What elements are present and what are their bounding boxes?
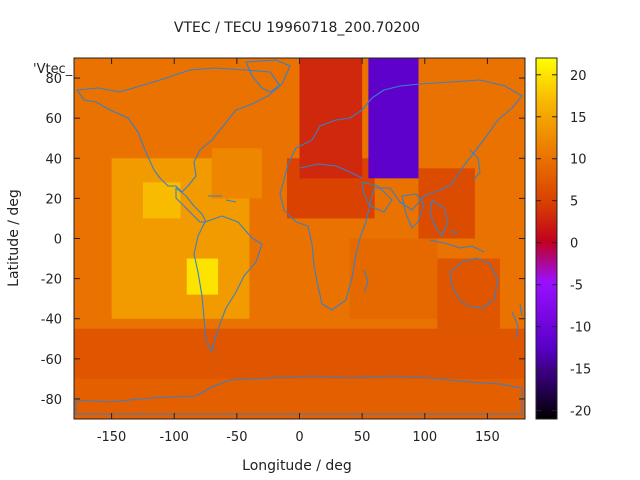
coastlines bbox=[75, 59, 523, 415]
colorbar-ticks: 20 15 10 5 0 -5 -10 -15 -20 bbox=[536, 69, 591, 420]
coast-mediterranean bbox=[299, 163, 363, 179]
heat-region-antarctic-band bbox=[74, 378, 525, 419]
y-tick-label: -20 bbox=[41, 273, 62, 288]
colorbar-tick-label: -20 bbox=[570, 405, 591, 420]
colorbar bbox=[535, 57, 558, 420]
y-tick-label: -40 bbox=[41, 313, 62, 328]
coast-central-america bbox=[175, 187, 207, 223]
colorbar-tick-label: 15 bbox=[570, 111, 587, 126]
coast-india bbox=[401, 193, 425, 229]
x-tick-label: 0 bbox=[295, 430, 303, 445]
coast-greenland bbox=[245, 59, 291, 93]
coast-north-america bbox=[76, 67, 281, 193]
legend-entry: 'Vtec_ bbox=[33, 62, 73, 77]
x-axis-ticks: -150 -100 -50 0 50 100 150 bbox=[97, 58, 500, 445]
coast-indonesia bbox=[429, 229, 485, 253]
colorbar-tick-label: 5 bbox=[570, 195, 578, 210]
heat-region-north-atlantic-high bbox=[211, 148, 262, 199]
heat-region-east-asia-pacific-low bbox=[418, 168, 475, 239]
chart-title: VTEC / TECU 19960718_200.70200 bbox=[174, 20, 420, 36]
coast-japan bbox=[469, 149, 481, 181]
heat-region-central-america-peak bbox=[142, 182, 181, 219]
heat-region-arctic-europe-low bbox=[299, 58, 363, 179]
coast-europe-africa bbox=[279, 79, 523, 311]
coast-caribbean bbox=[208, 195, 237, 203]
y-tick-label: 80 bbox=[45, 72, 62, 87]
colorbar-tick-label: -10 bbox=[570, 321, 591, 336]
heat-region-south-america-peak bbox=[186, 258, 219, 295]
y-tick-label: -60 bbox=[41, 353, 62, 368]
coast-australia bbox=[449, 257, 499, 309]
colorbar-tick-label: 20 bbox=[570, 69, 587, 84]
x-tick-label: 150 bbox=[475, 430, 500, 445]
y-tick-label: 60 bbox=[45, 112, 62, 127]
heat-region-data-gap-block bbox=[368, 58, 419, 179]
heat-region-indian-ocean-mid bbox=[349, 238, 438, 319]
coast-arabia bbox=[361, 181, 393, 213]
heat-region-southern-ocean-band bbox=[74, 328, 525, 379]
y-tick-label: 20 bbox=[45, 192, 62, 207]
x-tick-label: 100 bbox=[412, 430, 437, 445]
coast-south-america bbox=[193, 215, 263, 353]
heatmap-cells bbox=[74, 58, 525, 419]
y-axis-ticks: -80 -60 -40 -20 0 20 40 60 80 bbox=[41, 72, 525, 408]
coast-southeast-asia bbox=[429, 199, 449, 237]
x-tick-label: -150 bbox=[97, 430, 127, 445]
colorbar-tick-label: -15 bbox=[570, 363, 591, 378]
x-tick-label: 50 bbox=[354, 430, 371, 445]
x-tick-label: -50 bbox=[226, 430, 247, 445]
colorbar-tick-label: -5 bbox=[570, 279, 583, 294]
x-tick-label: -100 bbox=[159, 430, 189, 445]
x-axis-label: Longitude / deg bbox=[242, 458, 352, 474]
coast-antarctica bbox=[75, 375, 523, 415]
y-tick-label: -80 bbox=[41, 393, 62, 408]
colorbar-tick-label: 0 bbox=[570, 237, 578, 252]
coast-madagascar bbox=[363, 269, 369, 293]
heat-region-australia-low bbox=[437, 258, 500, 329]
colorbar-tick-label: 10 bbox=[570, 153, 587, 168]
y-axis-label: Latitude / deg bbox=[6, 189, 22, 287]
y-tick-label: 40 bbox=[45, 152, 62, 167]
y-tick-label: 0 bbox=[54, 233, 62, 248]
plot-area bbox=[74, 58, 525, 419]
coast-new-zealand bbox=[511, 303, 523, 339]
